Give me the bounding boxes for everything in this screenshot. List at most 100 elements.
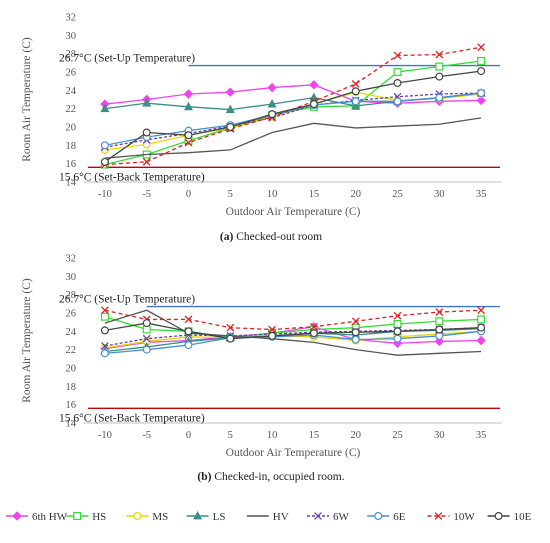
panel-caption: (a) Checked-out room	[220, 231, 322, 243]
data-point	[393, 97, 402, 106]
legend-label: MS	[152, 511, 168, 523]
y-axis-title: Room Air Temperature (C)	[21, 37, 33, 162]
legend-item-6th-hw: 6th HW	[6, 511, 68, 523]
x-axis-title: Outdoor Air Temperature (C)	[226, 447, 361, 459]
legend-item-6w: 6W	[307, 511, 350, 523]
setback-temperature-label: 15.6°C (Set-Back Temperature)	[59, 171, 205, 183]
data-point	[267, 99, 277, 108]
series-line	[104, 316, 482, 339]
chart-panel-b: 14 16 18 20 22 24 26 28 30 32 -10 -5 0 5 10 15 20 25 30 35 O…	[21, 254, 502, 483]
legend-marker	[133, 511, 142, 520]
series-line	[104, 309, 482, 331]
series-10w	[101, 306, 485, 334]
data-point	[309, 329, 318, 338]
data-point	[100, 312, 109, 321]
setup-temperature-label: 26.7°C (Set-Up Temperature)	[59, 53, 195, 65]
legend-label: HV	[273, 511, 289, 523]
data-point	[100, 141, 109, 150]
data-point	[393, 311, 402, 320]
data-point	[100, 349, 109, 358]
data-point	[184, 138, 193, 147]
series-line	[104, 46, 482, 166]
y-tick-label: 22	[66, 104, 77, 115]
data-point	[477, 315, 486, 324]
x-tick-label: 15	[309, 189, 320, 200]
series-line	[104, 84, 482, 105]
panel-caption: (b) Checked-in, occupied room.	[197, 471, 344, 483]
data-point	[226, 122, 235, 131]
setback-temperature-label: 15.6°C (Set-Back Temperature)	[59, 412, 205, 424]
data-point	[393, 67, 402, 76]
series-line	[104, 326, 482, 350]
data-point	[434, 336, 445, 347]
legend-marker	[193, 510, 203, 520]
data-point	[393, 334, 402, 343]
series-ls	[100, 323, 486, 355]
data-point	[351, 328, 360, 337]
y-tick-label: 22	[66, 345, 77, 356]
data-point	[225, 104, 235, 113]
data-point	[477, 67, 486, 76]
series-line	[104, 70, 482, 163]
series-line	[104, 309, 482, 356]
data-point	[100, 103, 110, 113]
caption-tag: (a)	[220, 231, 234, 243]
series-line	[104, 92, 482, 148]
legend-item-ms: MS	[126, 511, 168, 523]
data-point	[142, 334, 151, 343]
chart-panel-a: 14 16 18 20 22 24 26 28 30 32 -10 -5 0 5 10 15 20 25 30 35 O…	[21, 13, 502, 243]
x-tick-label: 10	[267, 430, 278, 441]
data-point	[435, 331, 444, 340]
y-tick-label: 20	[66, 364, 77, 375]
legend-marker	[12, 511, 22, 521]
x-tick-label: 35	[476, 430, 487, 441]
data-point	[142, 128, 151, 137]
data-point	[100, 157, 109, 166]
data-point	[267, 82, 277, 93]
data-point	[184, 131, 193, 140]
x-tick-label: 15	[309, 430, 320, 441]
legend-marker	[494, 511, 503, 520]
series-10e	[100, 67, 486, 166]
data-point	[183, 89, 194, 99]
data-point	[142, 98, 152, 107]
series-10e	[100, 319, 486, 343]
series-hv	[104, 309, 482, 356]
caption-tag: (b)	[197, 471, 211, 483]
data-point	[310, 322, 318, 331]
x-tick-label: 10	[267, 189, 278, 200]
legend-label: LS	[213, 511, 226, 523]
y-tick-label: 18	[66, 141, 77, 152]
data-point	[226, 323, 235, 332]
x-tick-label: 0	[186, 189, 191, 200]
x-tick-label: 25	[392, 189, 403, 200]
data-point	[393, 78, 402, 87]
legend-label: 10E	[514, 511, 532, 523]
data-point	[184, 101, 193, 111]
legend-item-hv: HV	[246, 511, 289, 523]
caption-text: Checked-out room	[233, 231, 322, 243]
y-tick-label: 18	[66, 382, 77, 393]
data-point	[435, 317, 444, 326]
x-tick-label: 25	[392, 430, 403, 441]
x-tick-label: -5	[142, 189, 151, 200]
data-point	[268, 325, 276, 334]
data-point	[435, 93, 444, 102]
data-point	[477, 306, 485, 315]
data-point	[351, 80, 360, 88]
data-point	[351, 317, 360, 326]
x-tick-label: 35	[476, 189, 487, 200]
data-point	[393, 327, 402, 336]
y-tick-label: 14	[66, 178, 77, 189]
legend-marker	[73, 511, 82, 520]
y-tick-label: 14	[66, 419, 77, 430]
series-hv	[104, 117, 482, 159]
data-point	[351, 97, 360, 106]
data-point	[435, 72, 444, 81]
data-point	[142, 157, 151, 166]
y-tick-label: 32	[66, 13, 77, 24]
series-line	[104, 60, 482, 166]
data-point	[476, 95, 486, 106]
data-point	[309, 100, 318, 109]
data-point	[225, 87, 236, 97]
